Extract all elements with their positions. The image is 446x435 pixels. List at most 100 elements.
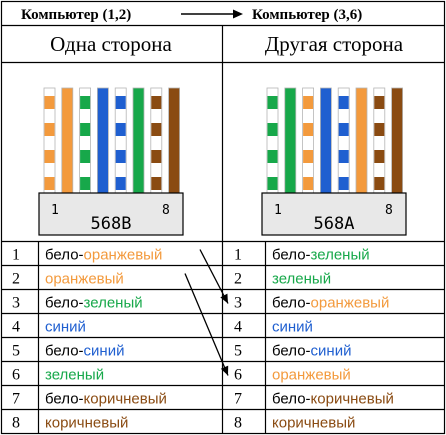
wire-color-name: бело-синий — [45, 343, 124, 360]
plug-wire — [391, 87, 404, 194]
plug-wire — [319, 87, 332, 194]
plug-wire-stripe — [115, 177, 126, 190]
plug-wire-stripe — [80, 177, 91, 190]
plug-wire — [150, 87, 163, 194]
plug-wire-stripe — [115, 96, 126, 109]
left-wire-row: 8 коричневый — [12, 415, 128, 432]
wire-color-part: бело- — [272, 295, 311, 312]
wire-color-part: коричневый — [272, 415, 355, 432]
plug-wire — [168, 87, 181, 194]
pin-number: 8 — [12, 415, 20, 432]
pin-number: 7 — [12, 391, 20, 408]
right-side-title: Другая сторона — [265, 32, 404, 56]
plug-wire-stripe — [338, 123, 349, 136]
wire-color-part: зеленый — [84, 295, 143, 312]
plug-wire — [97, 87, 109, 194]
left-wire-row: 6 зеленый — [12, 367, 104, 384]
plug-wire — [355, 87, 368, 194]
wire-color-name: бело-синий — [272, 343, 351, 360]
left-plug-standard: 568B — [91, 214, 132, 234]
wire-color-part: бело- — [272, 391, 311, 408]
plug-wire-stripe — [374, 150, 385, 163]
plug-wire-stripe — [115, 123, 126, 136]
right-plug-pin-last: 8 — [385, 203, 393, 218]
wire-color-part: бело- — [45, 247, 84, 264]
pin-number: 7 — [234, 391, 242, 408]
right-plug-body — [261, 192, 407, 236]
header-arrow — [181, 9, 243, 19]
crossover-arrow — [184, 273, 229, 376]
wire-color-part: зеленый — [311, 247, 370, 264]
crossover-arrow-line — [184, 273, 229, 376]
plug-wire-stripe — [151, 96, 162, 109]
plug-wire-stripe — [267, 123, 278, 136]
plug-wire-stripe — [374, 123, 385, 136]
left-plug-pin-last: 8 — [162, 203, 170, 218]
wire-color-name: зеленый — [272, 271, 331, 288]
plug-wire-core — [319, 87, 332, 194]
pin-number: 4 — [12, 319, 20, 336]
wire-color-part: синий — [84, 343, 125, 360]
plug-wire-stripe — [303, 177, 314, 190]
plug-wire-stripe — [303, 96, 314, 109]
right-wire-row: 2 зеленый — [234, 271, 331, 288]
plug-wire — [114, 87, 127, 194]
left-rj45-plug: 1 8 568B — [38, 87, 184, 236]
right-wire-row: 3 бело-оранжевый — [234, 295, 389, 312]
left-plug-body — [38, 192, 184, 236]
wire-color-part: бело- — [45, 343, 84, 360]
pin-number: 3 — [12, 295, 20, 312]
pin-number: 1 — [234, 247, 242, 264]
plug-wire-stripe — [44, 150, 55, 163]
right-wire-row: 6 оранжевый — [234, 367, 351, 384]
wire-color-name: бело-зеленый — [45, 295, 143, 312]
pin-number: 5 — [12, 343, 20, 360]
plug-wire-stripe — [115, 150, 126, 163]
pin-number: 3 — [234, 295, 242, 312]
wire-color-name: бело-коричневый — [272, 391, 394, 408]
pin-number: 5 — [234, 343, 242, 360]
left-wire-row: 7 бело-коричневый — [12, 391, 167, 408]
wire-color-part: синий — [45, 319, 86, 336]
left-wire-row: 3 бело-зеленый — [12, 295, 143, 312]
plug-wire — [302, 87, 315, 194]
plug-wire-core — [132, 87, 145, 194]
wire-color-name: оранжевый — [272, 367, 351, 384]
plug-wire-stripe — [374, 177, 385, 190]
wire-color-name: бело-коричневый — [45, 391, 167, 408]
pin-number: 2 — [234, 271, 242, 288]
pin-number: 1 — [12, 247, 20, 264]
right-rj45-plug: 1 8 568A — [261, 87, 407, 236]
header-arrow-head — [233, 9, 243, 19]
plug-wire-core — [168, 87, 181, 194]
crossover-arrow-line — [199, 249, 229, 304]
right-wire-row: 7 бело-коричневый — [234, 391, 394, 408]
plug-wire-stripe — [44, 96, 55, 109]
plug-wire-core — [97, 87, 109, 194]
wire-color-part: бело- — [272, 343, 311, 360]
wire-color-name: зеленый — [45, 367, 104, 384]
plug-wire — [284, 87, 297, 194]
left-wire-row: 4 синий — [12, 319, 86, 336]
header-right-computer: Компьютер (3,6) — [252, 7, 362, 23]
plug-wire-stripe — [44, 123, 55, 136]
wire-color-part: оранжевый — [311, 295, 390, 312]
plug-wire — [266, 87, 279, 194]
wire-color-name: синий — [272, 319, 313, 336]
wire-color-part: зеленый — [272, 271, 331, 288]
plug-wire — [79, 87, 91, 194]
crossover-arrow-head — [220, 365, 229, 376]
plug-wire — [373, 87, 386, 194]
wire-color-part: оранжевый — [272, 367, 351, 384]
wire-color-part: оранжевый — [45, 271, 124, 288]
plug-wire — [61, 87, 74, 194]
right-wire-table: 1 бело-зеленый 2 зеленый 3 бело-оранжевый 4 син… — [234, 247, 394, 432]
plug-wire — [132, 87, 145, 194]
pin-number: 8 — [234, 415, 242, 432]
plug-wire-core — [391, 87, 404, 194]
wire-color-name: бело-зеленый — [272, 247, 370, 264]
plug-wire-stripe — [303, 150, 314, 163]
plug-wire-stripe — [374, 96, 385, 109]
wire-color-part: синий — [272, 319, 313, 336]
